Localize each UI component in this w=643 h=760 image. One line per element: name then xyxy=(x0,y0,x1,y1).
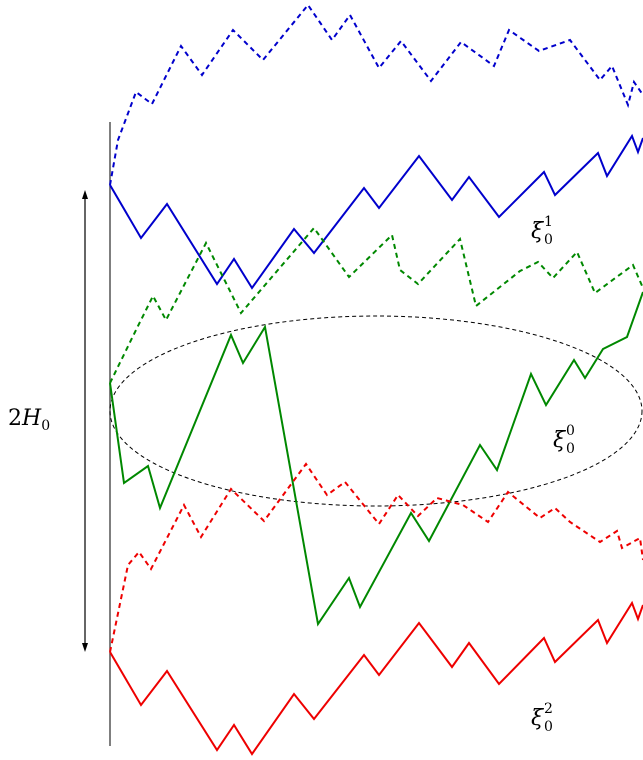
green-solid-path xyxy=(109,291,643,627)
svg-text:2: 2 xyxy=(544,701,553,717)
blue-solid-path xyxy=(109,133,643,290)
svg-text:0: 0 xyxy=(566,441,575,457)
svg-text:1: 1 xyxy=(544,214,553,230)
xi-mid-label: ξ 0 0 xyxy=(553,423,575,457)
red-dashed-path xyxy=(109,462,643,653)
green-dashed-path xyxy=(109,226,643,384)
svg-text:ξ: ξ xyxy=(553,428,567,453)
xi-bottom-label: ξ 2 0 xyxy=(531,701,553,735)
svg-text:ξ: ξ xyxy=(531,706,545,731)
height-label: 2H0 xyxy=(8,406,50,434)
svg-text:0: 0 xyxy=(544,232,553,248)
red-solid-path xyxy=(109,600,643,756)
dashed-ellipse xyxy=(109,315,643,507)
height-arrow xyxy=(82,190,88,652)
xi-top-label: ξ 1 0 xyxy=(531,214,553,248)
svg-text:0: 0 xyxy=(566,423,575,439)
svg-text:ξ: ξ xyxy=(531,219,545,244)
blue-dashed-path xyxy=(109,3,643,186)
svg-text:0: 0 xyxy=(544,719,553,735)
